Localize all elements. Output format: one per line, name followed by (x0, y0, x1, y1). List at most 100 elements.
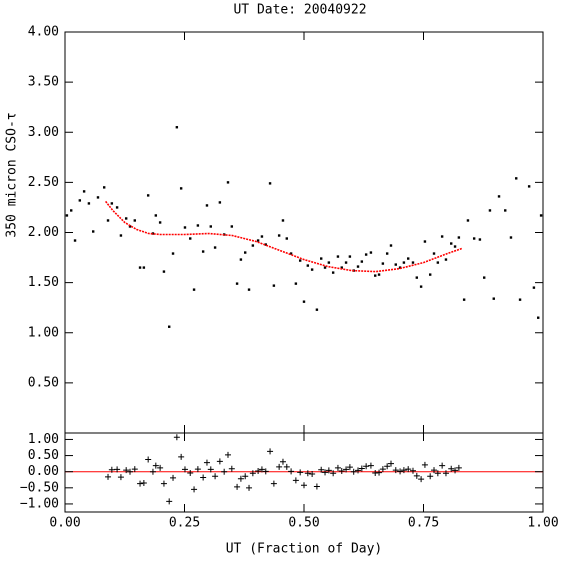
residual-point (334, 464, 341, 471)
residual-point (145, 456, 152, 463)
y-tick-label: 1.00 (28, 325, 59, 340)
residual-point (350, 468, 357, 475)
plot-frame (64, 432, 544, 513)
chart-title: UT Date: 20040922 (233, 3, 366, 18)
y-tick-label: 0.50 (28, 375, 59, 390)
data-point (82, 190, 86, 193)
residual-point (203, 459, 210, 466)
y-tick-label: 1.00 (28, 432, 59, 447)
data-point (268, 182, 272, 185)
residual-point (330, 470, 337, 477)
data-point (218, 201, 222, 204)
data-point (251, 244, 255, 247)
residual-point (387, 460, 394, 467)
residual-point (343, 466, 350, 473)
residual-point (242, 473, 249, 480)
residual-point (200, 474, 207, 481)
data-point (315, 308, 319, 311)
data-point (428, 273, 432, 276)
data-point (509, 236, 513, 239)
residual-point (221, 468, 228, 475)
data-point (119, 234, 123, 237)
residual-point (452, 467, 459, 474)
data-point (472, 237, 476, 240)
data-point (364, 253, 368, 256)
data-point (532, 286, 536, 289)
residual-point (187, 469, 194, 476)
data-point (444, 258, 448, 261)
residual-point (234, 483, 241, 490)
residual-point (207, 466, 214, 473)
data-point (179, 187, 183, 190)
data-point (294, 282, 298, 285)
data-point (285, 237, 288, 240)
data-point (385, 252, 389, 255)
data-point (158, 221, 162, 224)
x-tick-label: 0.00 (49, 516, 80, 531)
residual-point (270, 480, 277, 487)
residual-point (313, 483, 320, 490)
data-point (168, 325, 171, 328)
data-point (323, 266, 327, 269)
data-point (462, 298, 466, 301)
data-point (450, 242, 453, 245)
residual-point (157, 464, 164, 471)
residual-point (397, 468, 404, 475)
data-point (457, 236, 461, 239)
data-point (436, 261, 440, 264)
data-point (78, 199, 82, 202)
data-point (356, 265, 360, 268)
residual-point (442, 470, 449, 477)
data-point (244, 251, 247, 254)
residual-point (267, 448, 274, 455)
residual-point (123, 467, 130, 474)
data-point (102, 186, 106, 189)
y-tick-label: 4.00 (28, 25, 59, 40)
residual-point (427, 473, 434, 480)
y-tick-label: 2.50 (28, 175, 59, 190)
data-point (453, 245, 457, 248)
data-point (411, 261, 415, 264)
data-point (407, 257, 410, 260)
data-point (306, 264, 310, 267)
residual-point (455, 464, 462, 471)
residual-point (246, 484, 253, 491)
data-point (504, 209, 507, 212)
data-point (423, 240, 427, 243)
x-tick-label: 0.75 (408, 516, 439, 531)
data-point (497, 195, 501, 198)
data-point (377, 273, 381, 276)
data-point (277, 234, 281, 237)
data-point (124, 217, 128, 220)
x-axis-label: UT (Fraction of Day) (226, 542, 383, 557)
residual-point (152, 462, 159, 469)
data-point (432, 252, 436, 255)
data-point (162, 270, 166, 273)
residual-point (117, 474, 124, 481)
data-point (213, 246, 217, 249)
data-point (189, 237, 192, 240)
data-point (539, 214, 543, 217)
data-point (106, 219, 110, 222)
data-point (128, 225, 132, 228)
data-point (192, 288, 196, 291)
data-point (110, 202, 114, 205)
data-point (527, 185, 531, 188)
data-point (320, 257, 323, 260)
residual-point (114, 466, 121, 473)
residual-point (181, 466, 188, 473)
data-point (374, 274, 377, 277)
residual-point (358, 465, 365, 472)
residual-point (283, 463, 290, 470)
residual-point (301, 482, 307, 489)
data-point (133, 219, 136, 222)
data-point (87, 202, 91, 205)
data-point (205, 204, 209, 207)
data-point (183, 226, 187, 229)
residual-point (400, 467, 407, 474)
residual-point (131, 466, 138, 473)
data-point (419, 285, 423, 288)
residual-point (178, 453, 185, 460)
residual-point (262, 468, 269, 475)
